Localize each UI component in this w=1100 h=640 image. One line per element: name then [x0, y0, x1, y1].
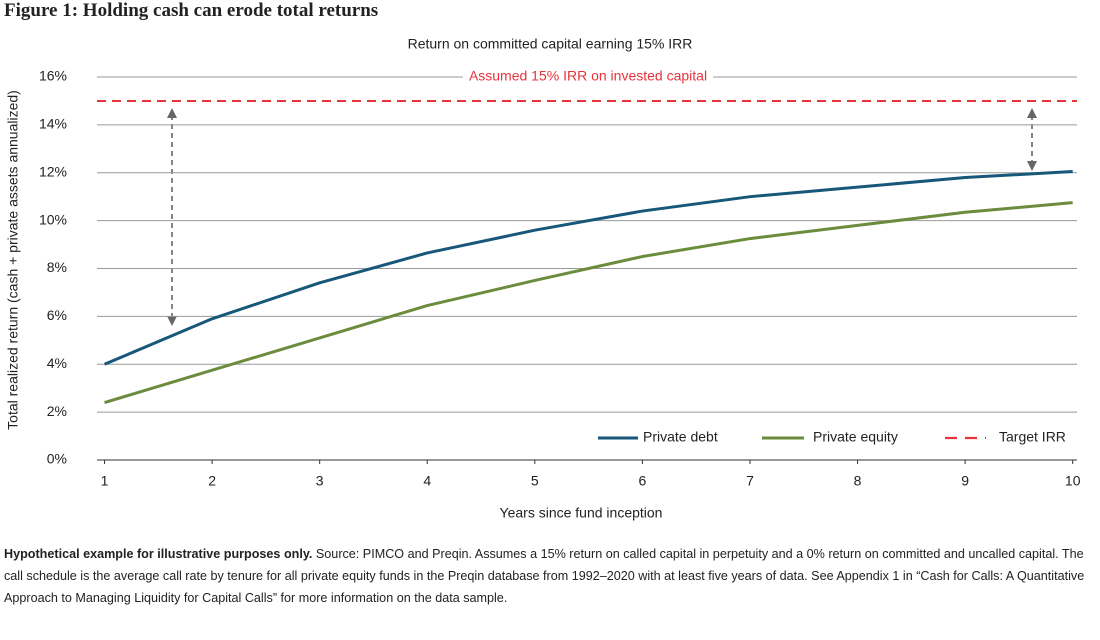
- annotation-text: Assumed 15% IRR on invested capital: [469, 68, 707, 84]
- arrow-head: [167, 316, 177, 326]
- annotation-bg: [462, 66, 714, 85]
- y-tick-label: 6%: [47, 307, 67, 323]
- y-tick-label: 0%: [47, 451, 67, 467]
- y-tick-label: 4%: [47, 355, 67, 371]
- x-tick-label: 5: [531, 473, 539, 489]
- legend-label: Target IRR: [999, 429, 1066, 445]
- arrow-head: [1027, 108, 1037, 118]
- x-tick-label: 4: [423, 473, 431, 489]
- y-tick-label: 16%: [39, 68, 67, 84]
- arrow-head: [167, 108, 177, 118]
- legend-label: Private equity: [813, 429, 898, 445]
- x-tick-label: 10: [1065, 473, 1081, 489]
- y-tick-label: 8%: [47, 259, 67, 275]
- footnote-text: Source: PIMCO and Preqin. Assumes a 15% …: [4, 547, 1085, 605]
- y-tick-label: 2%: [47, 403, 67, 419]
- footnote: Hypothetical example for illustrative pu…: [4, 543, 1096, 609]
- gap-arrows: [167, 108, 1037, 326]
- y-tick-label: 12%: [39, 163, 67, 179]
- legend-label: Private debt: [643, 429, 718, 445]
- x-axis-label: Years since fund inception: [500, 505, 663, 521]
- annotation: Assumed 15% IRR on invested capital: [462, 66, 714, 85]
- x-tick-label: 3: [316, 473, 324, 489]
- y-tick-label: 10%: [39, 211, 67, 227]
- y-tick-label: 14%: [39, 116, 67, 132]
- y-axis-label: Total realized return (cash + private as…: [5, 90, 21, 430]
- x-tick-label: 1: [101, 473, 109, 489]
- footnote-bold: Hypothetical example for illustrative pu…: [4, 547, 313, 561]
- x-tick-label: 8: [854, 473, 862, 489]
- chart: Return on committed capital earning 15% …: [5, 36, 1081, 521]
- x-tick-label: 9: [961, 473, 969, 489]
- chart-title: Figure 1: Holding cash can erode total r…: [4, 0, 379, 21]
- x-tick-label: 7: [746, 473, 754, 489]
- arrow-head: [1027, 161, 1037, 171]
- chart-subtitle: Return on committed capital earning 15% …: [408, 36, 693, 52]
- x-tick-label: 2: [208, 473, 216, 489]
- x-tick-label: 6: [639, 473, 647, 489]
- series-line: [104, 201, 1073, 404]
- series-line: [103, 170, 1073, 366]
